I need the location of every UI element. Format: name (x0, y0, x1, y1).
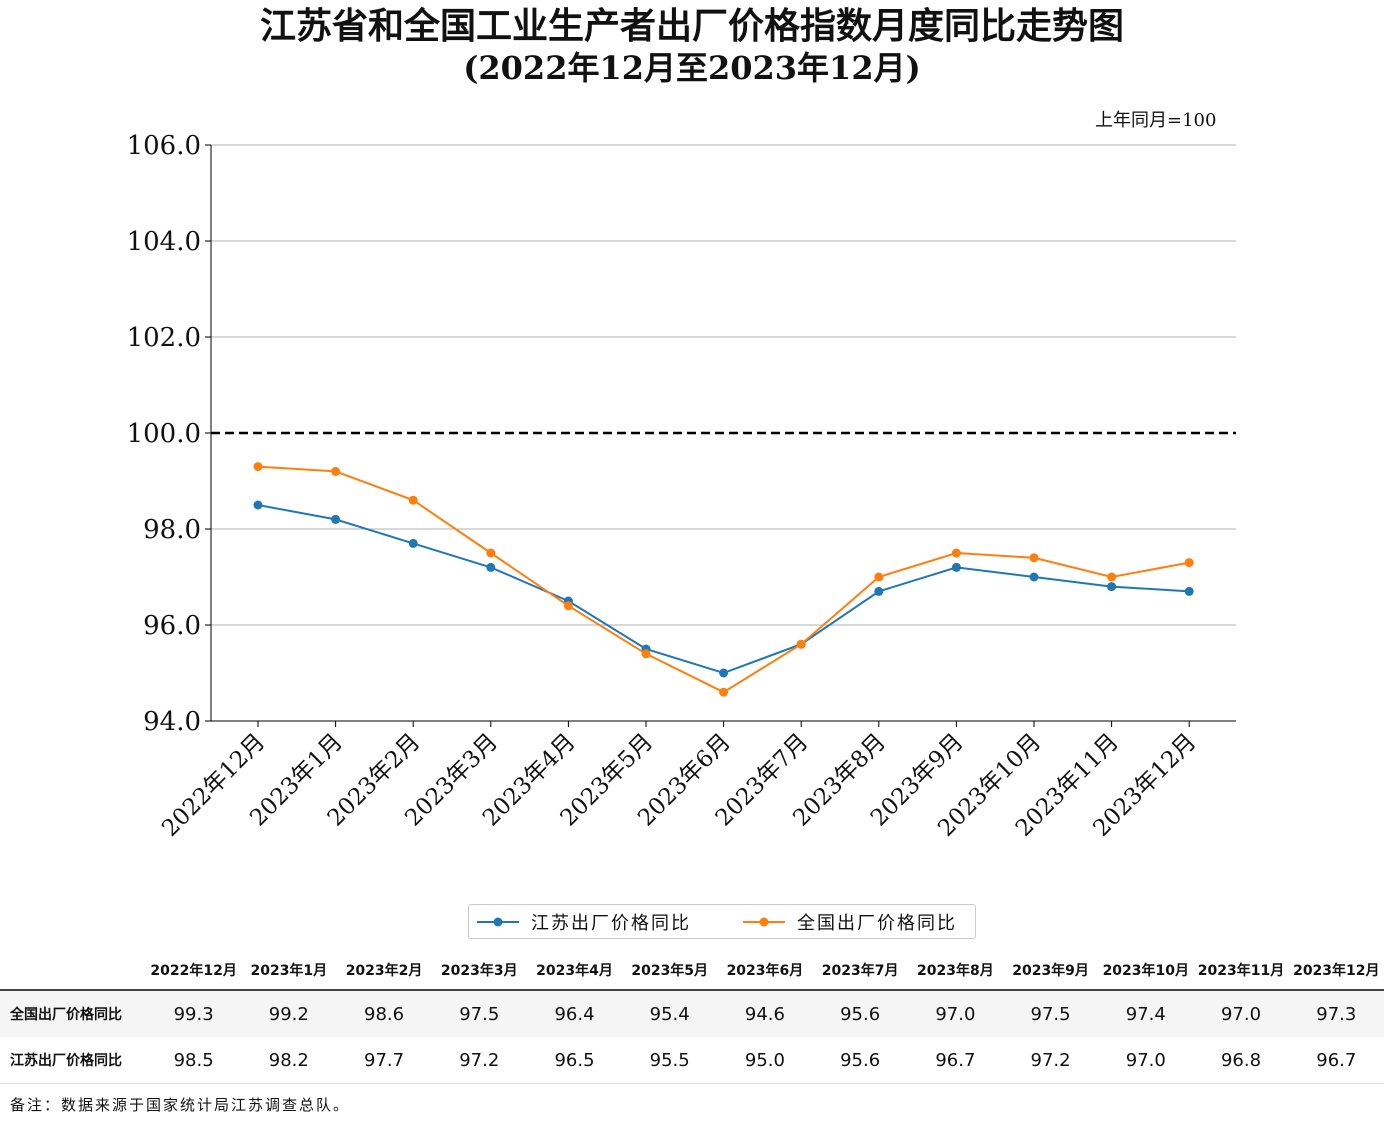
y-tick-label: 98.0 (143, 515, 201, 545)
y-tick-label: 104.0 (127, 227, 201, 257)
y-tick-label: 94.0 (143, 707, 201, 737)
series-line-0 (257, 504, 1190, 675)
table-cell: 95.0 (717, 1037, 813, 1084)
y-tick-label: 102.0 (127, 323, 201, 353)
data-point-series-1 (951, 548, 961, 558)
table-cell: 96.4 (526, 990, 623, 1037)
table-cell: 95.6 (812, 1037, 908, 1084)
data-point-series-1 (874, 572, 884, 582)
table-header-cell: 2023年3月 (431, 951, 527, 991)
data-point-series-0 (874, 586, 884, 596)
table-header-cell: 2023年1月 (241, 951, 337, 991)
table-cell: 98.2 (241, 1037, 337, 1084)
footnote: 备注：数据来源于国家统计局江苏调查总队。 (10, 1096, 351, 1114)
y-tick-label: 100.0 (127, 419, 201, 449)
table-cell: 97.2 (431, 1037, 527, 1084)
table-header-cell: 2023年11月 (1193, 951, 1289, 991)
data-point-series-1 (641, 649, 651, 659)
data-point-series-0 (1029, 572, 1039, 582)
table-header-cell: 2023年8月 (907, 951, 1003, 991)
table-cell: 99.2 (241, 990, 337, 1037)
data-point-series-0 (719, 668, 729, 678)
table-header-cell: 2023年10月 (1098, 951, 1194, 991)
table-row-label: 江苏出厂价格同比 (0, 1037, 146, 1084)
unit-note: 上年同月=100 (1095, 110, 1217, 131)
table-cell: 96.5 (526, 1037, 623, 1084)
legend-item-jiangsu: 江苏出厂价格同比 (477, 905, 691, 938)
data-point-series-1 (1029, 553, 1039, 563)
table-cell: 97.0 (907, 990, 1003, 1037)
data-point-series-1 (253, 462, 263, 472)
table-cell: 98.6 (336, 990, 432, 1037)
table-cell: 94.6 (717, 990, 813, 1037)
table-cell: 96.7 (1288, 1037, 1384, 1084)
table-cell: 96.7 (907, 1037, 1003, 1084)
table-cell: 97.0 (1193, 990, 1289, 1037)
legend-label-national: 全国出厂价格同比 (797, 912, 957, 934)
table-cell: 99.3 (146, 990, 242, 1037)
data-point-series-1 (563, 601, 573, 611)
y-tick-label: 96.0 (143, 611, 201, 641)
table-cell: 97.0 (1098, 1037, 1194, 1084)
table-cell: 95.6 (812, 990, 908, 1037)
table-header-cell: 2023年5月 (622, 951, 718, 991)
data-point-series-0 (408, 538, 418, 548)
table-row: 全国出厂价格同比 99.3 99.2 98.6 97.5 96.4 95.4 94.6 95.6… (0, 990, 1384, 1037)
chart-subtitle: (2022年12月至2023年12月) (463, 49, 921, 87)
table-cell: 95.5 (622, 1037, 718, 1084)
legend-label-jiangsu: 江苏出厂价格同比 (531, 912, 691, 934)
table-row: 江苏出厂价格同比 98.5 98.2 97.7 97.2 96.5 95.5 95.0 95.6… (0, 1037, 1384, 1084)
data-point-series-0 (253, 500, 263, 510)
chart-title: 江苏省和全国工业生产者出厂价格指数月度同比走势图 (259, 5, 1124, 47)
data-point-series-1 (331, 466, 341, 476)
data-point-series-1 (1184, 558, 1194, 568)
data-point-series-1 (486, 548, 496, 558)
y-tick-label: 106.0 (127, 131, 201, 161)
table-header-cell: 2023年4月 (526, 951, 623, 991)
legend-item-national: 全国出厂价格同比 (743, 905, 957, 938)
data-point-series-0 (1107, 582, 1117, 592)
legend-marker-national (743, 917, 785, 926)
data-point-series-0 (951, 562, 961, 572)
data-point-series-1 (408, 495, 418, 505)
legend-marker-jiangsu (477, 917, 519, 926)
data-point-series-1 (719, 687, 729, 697)
data-point-series-1 (796, 639, 806, 649)
table-cell: 98.5 (146, 1037, 242, 1084)
table-header-cell: 2023年2月 (336, 951, 432, 991)
table-row-label: 全国出厂价格同比 (0, 990, 146, 1037)
data-point-series-0 (486, 562, 496, 572)
table-header-cell: 2023年7月 (812, 951, 908, 991)
table-cell: 97.5 (431, 990, 527, 1037)
table-cell: 97.2 (1002, 1037, 1099, 1084)
table-header-row: 2022年12月 2023年1月 2023年2月 2023年3月 2023年4月 2023… (0, 951, 1384, 991)
x-tick-label: 2022年12月 (157, 729, 270, 842)
table-cell: 97.7 (336, 1037, 432, 1084)
table-header-blank (0, 951, 146, 991)
table-header-cell: 2022年12月 (146, 951, 242, 991)
data-point-series-0 (1184, 586, 1194, 596)
table-header-cell: 2023年9月 (1002, 951, 1099, 991)
data-point-series-0 (331, 514, 341, 524)
table-cell: 96.8 (1193, 1037, 1289, 1084)
table-cell: 97.4 (1098, 990, 1194, 1037)
table-header-cell: 2023年12月 (1288, 951, 1384, 991)
table-header-cell: 2023年6月 (717, 951, 813, 991)
legend: 江苏出厂价格同比 全国出厂价格同比 (468, 904, 976, 939)
table-cell: 97.3 (1288, 990, 1384, 1037)
data-table: 2022年12月 2023年1月 2023年2月 2023年3月 2023年4月 2023… (0, 951, 1384, 1084)
table-cell: 95.4 (622, 990, 718, 1037)
line-chart: 94.0 96.0 98.0 100.0 102.0 104.0 106.0 2022年12月… (127, 131, 1236, 842)
data-point-series-1 (1107, 572, 1117, 582)
table-cell: 97.5 (1002, 990, 1099, 1037)
